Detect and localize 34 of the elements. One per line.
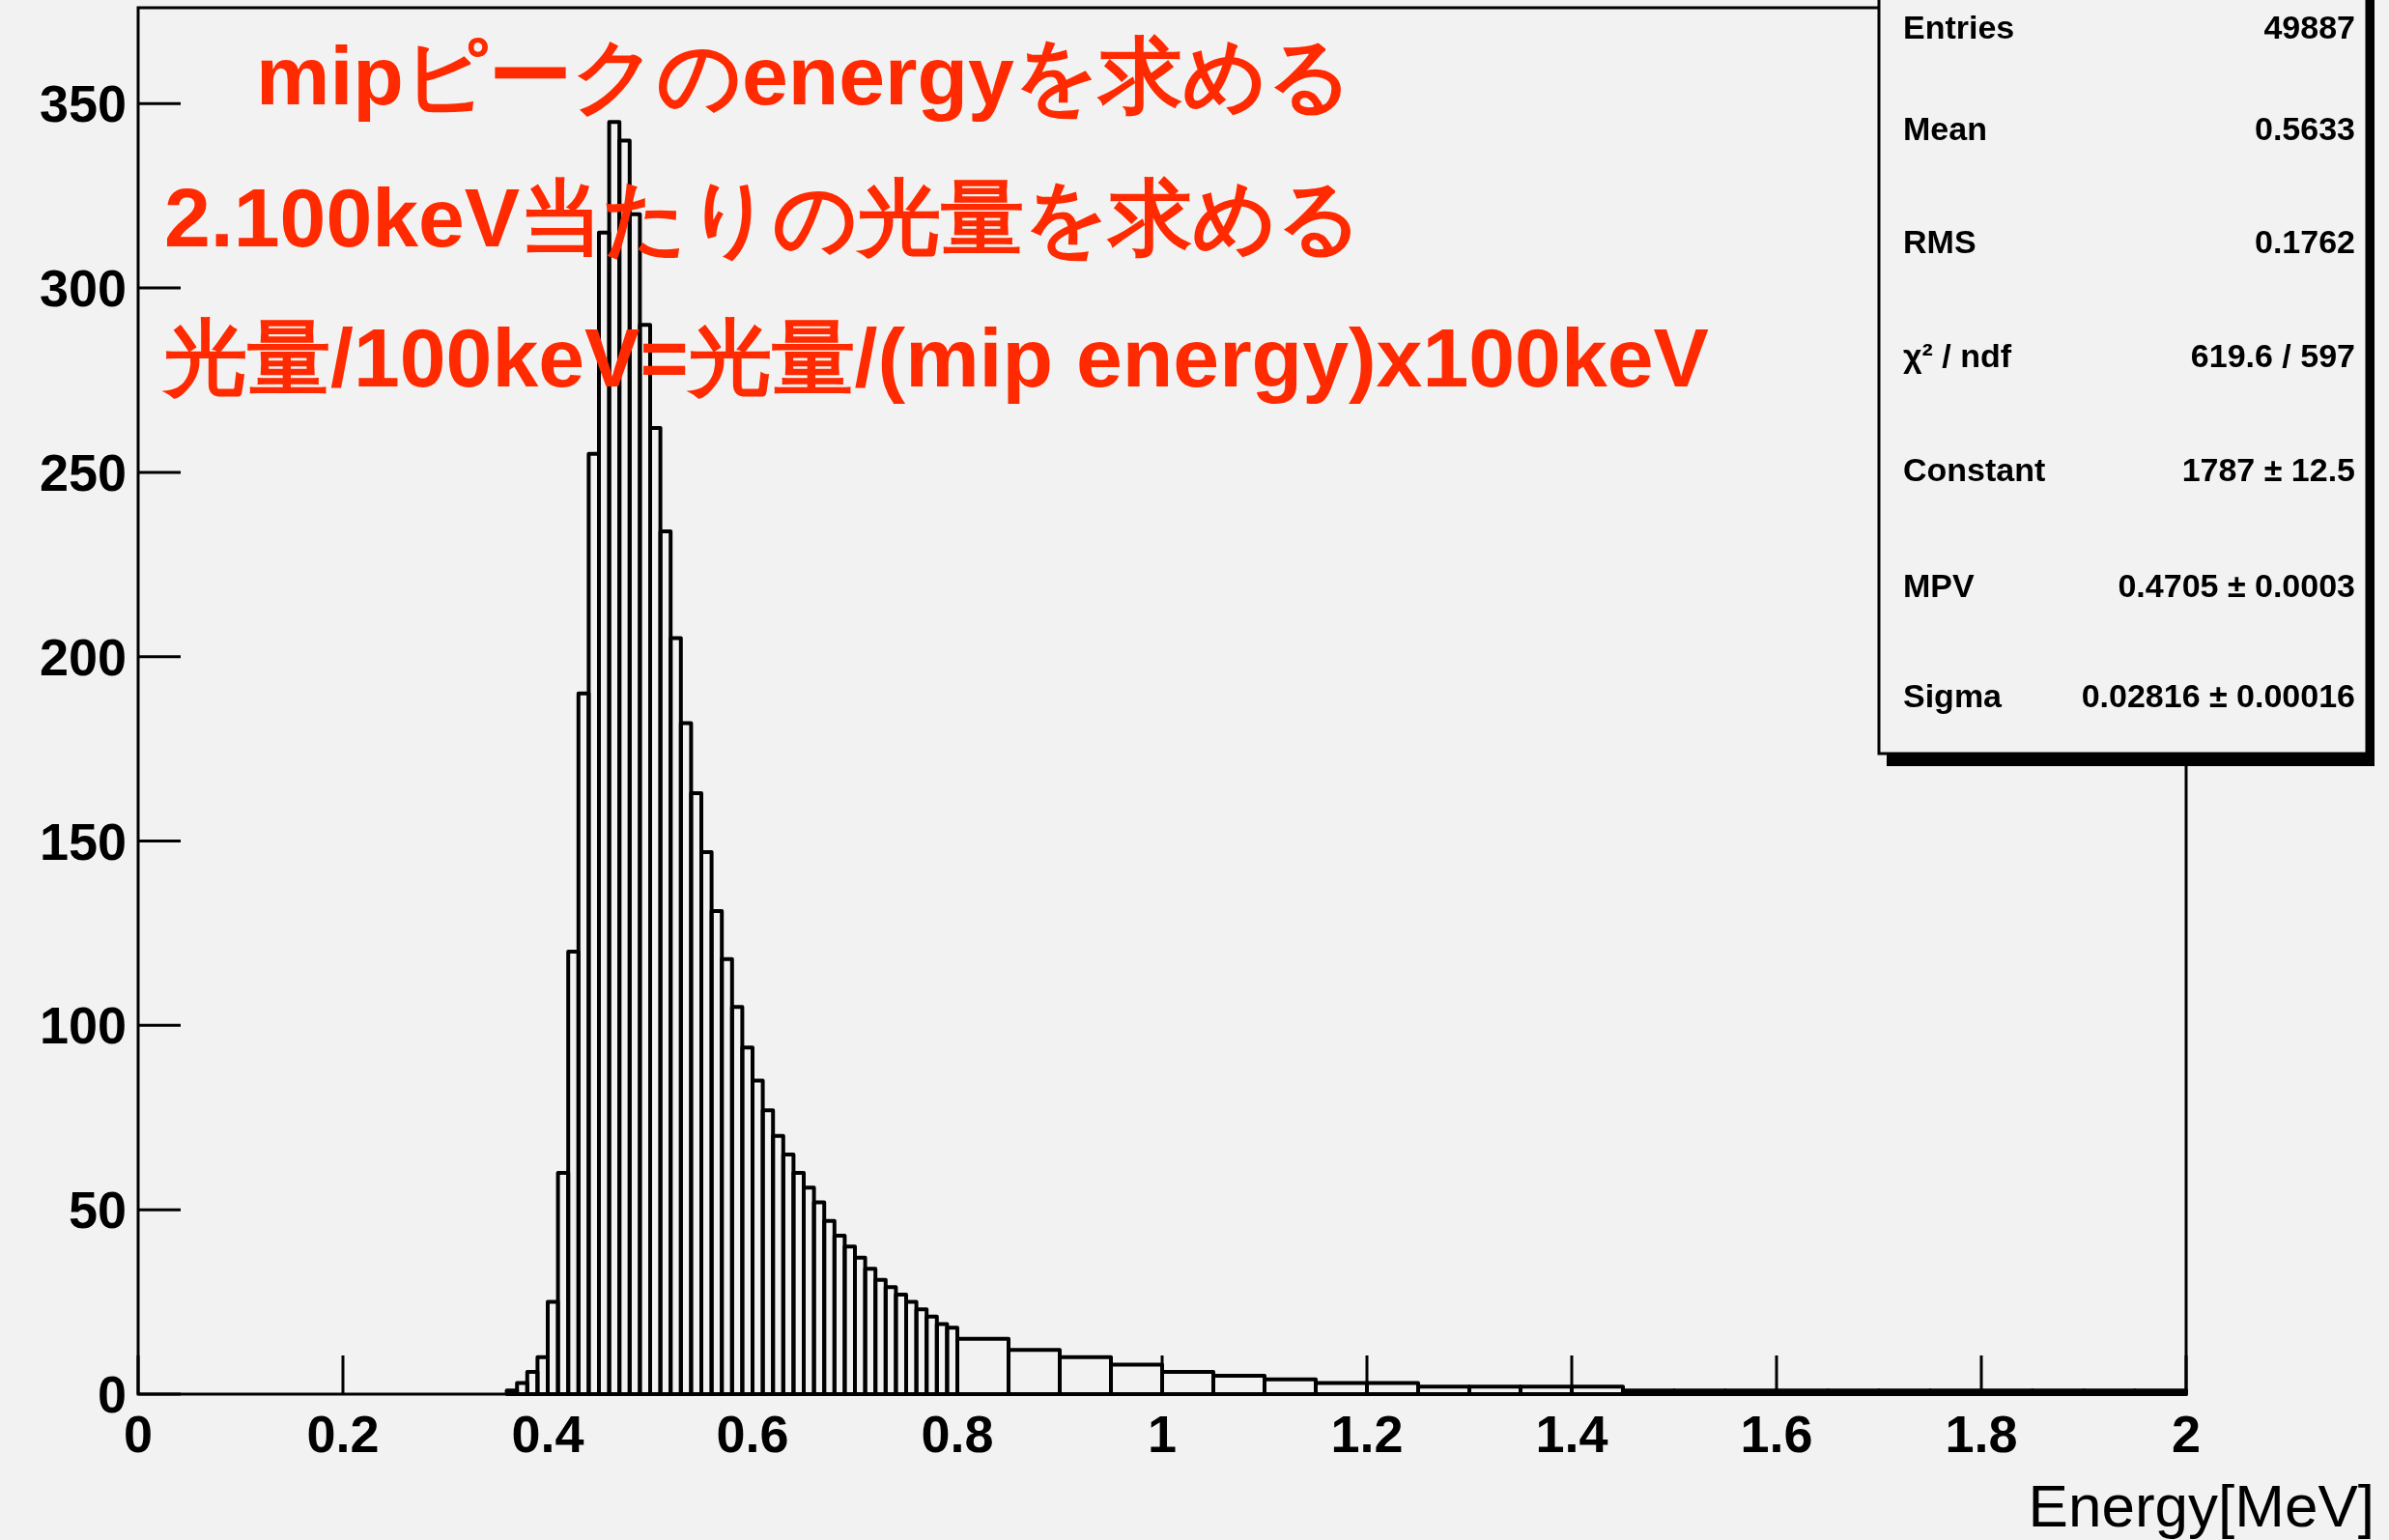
annotation: MPV: [1903, 567, 1975, 604]
x-tick-label: 1.2: [1330, 1405, 1404, 1463]
x-tick-label: 0.2: [306, 1405, 380, 1463]
x-tick-label: 0.4: [511, 1405, 584, 1463]
text: 49887: [2263, 9, 2355, 45]
y-tick-label: 200: [39, 627, 127, 686]
y-tick-label: 150: [39, 812, 127, 870]
y-tick-label: 300: [39, 259, 127, 318]
annotation: RMS: [1903, 223, 1977, 260]
x-axis-title: Energy[MeV]: [2028, 1472, 2375, 1539]
text: 619.6 / 597: [2190, 337, 2355, 374]
annotation: 0.02816 ± 0.00016: [2081, 677, 2355, 714]
y-tick-label: 250: [39, 442, 127, 501]
y-tick-label: 100: [39, 996, 127, 1055]
y-tick-label: 350: [39, 74, 127, 133]
x-tick-label: 0.6: [716, 1405, 789, 1463]
x-tick-label: 1.6: [1740, 1405, 1813, 1463]
annotation: Constant: [1903, 451, 2046, 488]
annotation: Entries: [1903, 9, 2015, 45]
text: 0.5633: [2255, 110, 2355, 147]
text: 0.1762: [2255, 223, 2355, 260]
x-tick-label: 1.4: [1535, 1405, 1608, 1463]
annotation: χ² / ndf: [1903, 337, 2012, 374]
y-tick-label: 0: [97, 1365, 127, 1423]
annotation: 1787 ± 12.5: [2181, 451, 2355, 488]
x-tick-label: 0.8: [921, 1405, 994, 1463]
x-tick-label: 1.8: [1945, 1405, 2018, 1463]
y-tick-label: 50: [68, 1181, 127, 1240]
x-tick-label: 2: [2171, 1405, 2202, 1463]
annotation: mipピークのenergyを求める: [256, 29, 1352, 122]
annotation: Mean: [1903, 110, 1987, 147]
annotation: 0.4705 ± 0.0003: [2118, 567, 2355, 604]
annotation: Sigma: [1903, 677, 2004, 714]
x-tick-label: 1: [1147, 1405, 1178, 1463]
